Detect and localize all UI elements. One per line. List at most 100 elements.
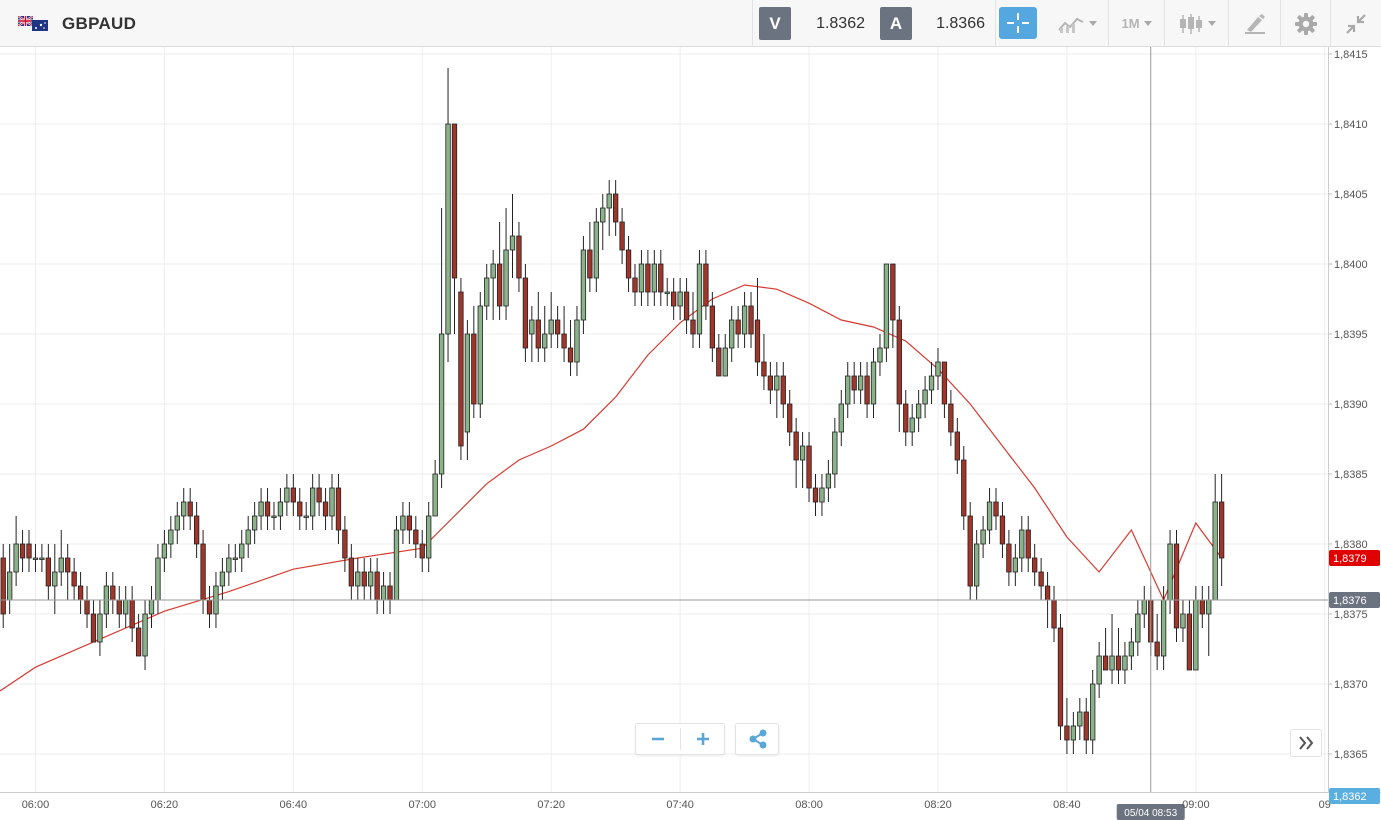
candle (445, 68, 451, 362)
candle (464, 320, 471, 460)
candle (877, 334, 883, 376)
candle (77, 572, 84, 614)
crosshair-price-label: 1,8376 (1333, 595, 1367, 607)
candle-body (226, 557, 232, 573)
candle (284, 474, 290, 516)
candle (1173, 530, 1180, 642)
candle (277, 488, 284, 530)
candle-body (419, 543, 425, 559)
candle (677, 278, 683, 320)
candle-body (761, 361, 767, 377)
candle (922, 376, 928, 418)
candle (774, 362, 780, 418)
buy-button[interactable]: A (880, 7, 912, 40)
candle (1038, 558, 1044, 600)
candle-body (284, 487, 290, 503)
uk-australia-flag-icon (18, 16, 48, 31)
candle (297, 488, 303, 530)
candle-body (948, 403, 954, 433)
candle-body (1115, 655, 1122, 671)
candle (451, 123, 458, 334)
candle (709, 292, 715, 362)
candle (986, 488, 993, 544)
candle (45, 544, 51, 600)
candle-body (496, 263, 503, 307)
candle (65, 544, 71, 600)
indicators-button[interactable] (1045, 0, 1109, 47)
candle (200, 530, 206, 614)
candle-body (187, 501, 193, 517)
candle (1051, 586, 1057, 642)
candle-body (110, 585, 116, 601)
candle-body (864, 375, 870, 405)
candle (316, 474, 322, 516)
price-axis: 1,8415 1,8410 1,8405 1,8400 1,8395 1,8390 1,83… (0, 47, 1381, 811)
candle (587, 222, 593, 292)
sell-price[interactable]: 1.8362 (816, 15, 865, 32)
candle (890, 263, 896, 348)
candle (948, 390, 954, 446)
x-tick-label: 06:40 (280, 799, 308, 811)
buy-price[interactable]: 1.8366 (936, 15, 985, 32)
candle-body (393, 529, 400, 601)
candle-body (123, 599, 129, 615)
candle-body (135, 627, 142, 657)
candle-body (65, 557, 71, 573)
candle (651, 250, 657, 306)
candle-body (490, 263, 496, 279)
candle (39, 544, 45, 572)
candle-body (632, 277, 638, 293)
candle (458, 278, 464, 460)
price-chart[interactable]: 05/04 08:53 1,8415 1,8410 1,8405 1,8400 1,83… (0, 47, 1381, 820)
candle-body (387, 585, 393, 601)
candle (1083, 698, 1089, 754)
draw-tools-button[interactable] (1229, 0, 1281, 47)
candle (32, 544, 39, 572)
settings-button[interactable] (1281, 0, 1331, 47)
timeframe-label: 1M (1121, 16, 1140, 31)
candle-body (999, 515, 1006, 545)
candle (135, 614, 142, 657)
candle-body (148, 599, 155, 615)
share-button[interactable] (735, 723, 779, 755)
candle-body (39, 557, 45, 560)
candle (980, 516, 986, 558)
indicators-icon (1057, 17, 1083, 33)
candle-body (509, 235, 516, 251)
zoom-out-button[interactable] (636, 724, 680, 754)
candle-body (1218, 501, 1225, 559)
candle (1064, 698, 1070, 754)
candle-body (1070, 725, 1077, 741)
sell-button[interactable]: V (759, 7, 791, 40)
chevron-down-icon (1088, 21, 1097, 26)
candle-body (1012, 557, 1018, 573)
candle-body (52, 571, 58, 587)
candle-body (142, 613, 148, 657)
scroll-to-latest-button[interactable] (1290, 729, 1322, 757)
collapse-button[interactable] (1331, 0, 1381, 47)
candle (387, 572, 393, 614)
y-tick-label: 1,8400 (1334, 259, 1368, 271)
candle (380, 572, 387, 614)
candle (219, 558, 226, 600)
candle-body (567, 347, 574, 363)
chart-type-button[interactable] (1165, 0, 1229, 47)
zoom-in-button[interactable] (681, 724, 725, 754)
candle-body (1044, 585, 1051, 601)
candle-body (696, 263, 703, 335)
candle-body (84, 599, 90, 615)
candle-body (832, 431, 838, 475)
candle (503, 208, 509, 320)
crosshair-button[interactable] (999, 7, 1037, 39)
candle-body (812, 487, 819, 503)
candle (722, 334, 728, 377)
timeframe-button[interactable]: 1M (1109, 0, 1165, 47)
candle (522, 264, 529, 362)
candle (374, 558, 380, 614)
candle (123, 586, 129, 628)
candle (329, 474, 335, 530)
candle (825, 460, 832, 502)
candle (116, 586, 122, 628)
candle-body (161, 543, 168, 559)
